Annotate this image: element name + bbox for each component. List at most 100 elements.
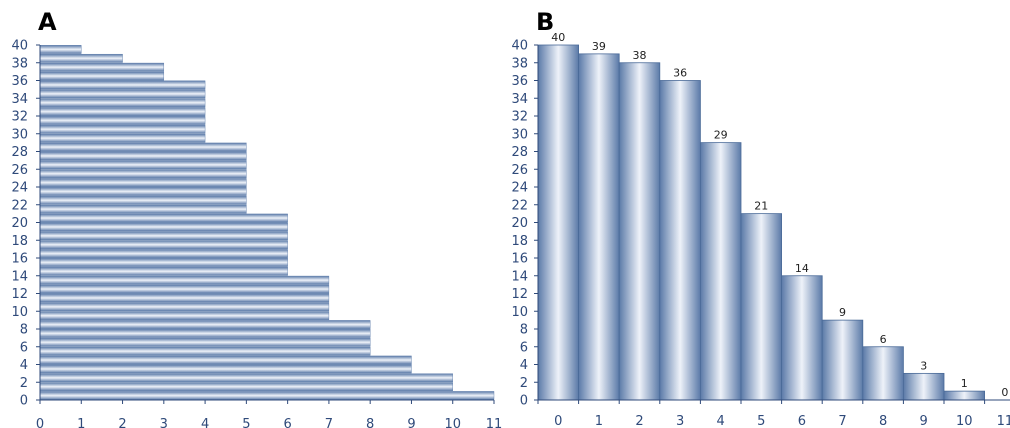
chart-a-y-tick-label: 22 (11, 198, 28, 213)
chart-b-bar (781, 275, 823, 401)
chart-a-y-tick-label: 38 (11, 56, 28, 71)
chart-a-bar (39, 195, 247, 205)
chart-a-y-tick-label: 24 (11, 181, 28, 196)
chart-b-data-label: 36 (673, 67, 687, 80)
chart-a-bar (39, 355, 412, 365)
chart-a-x-tick-label: 9 (407, 417, 415, 428)
chart-b-data-label: 39 (592, 40, 606, 53)
chart-a-bars (39, 45, 495, 400)
chart-b-y-tick-label: 12 (511, 287, 528, 302)
chart-a-bar (39, 80, 206, 90)
chart-b-x-tick-label: 4 (717, 414, 725, 428)
chart-b-x-tick-label: 10 (956, 414, 973, 428)
chart-b-x-tick-label: 8 (879, 414, 887, 428)
chart-a-bar (39, 169, 247, 179)
chart-a-y-tick-label: 6 (20, 340, 28, 355)
chart-a-bar (39, 373, 453, 383)
chart-a-bar (39, 346, 371, 356)
chart-b-bar (943, 390, 985, 401)
chart-a-bar (39, 231, 288, 241)
chart-a-bar (39, 178, 247, 187)
chart-a-bar (39, 160, 247, 170)
chart-a-bar (39, 213, 288, 223)
chart-b-y-tick-label: 36 (511, 74, 528, 89)
chart-a-bar (39, 71, 165, 81)
chart-b-bar (578, 53, 620, 401)
chart-a-bar (39, 293, 330, 303)
chart-a-y-tick-label: 12 (11, 287, 28, 302)
chart-b-y-tick-label: 8 (520, 323, 528, 338)
chart-a-bar (39, 116, 206, 125)
chart-b-bars (537, 44, 985, 401)
chart-a-bar (39, 133, 206, 143)
chart-b-bar (659, 80, 701, 401)
chart-a-bar (39, 391, 495, 400)
chart-a-y-tick-label: 10 (11, 305, 28, 320)
chart-b-y-tick-label: 10 (511, 305, 528, 320)
chart-a-y-tick-label: 30 (11, 127, 28, 142)
chart-a-y-tick-label: 4 (20, 358, 28, 373)
chart-b-bar (862, 346, 904, 401)
chart-b-data-label: 9 (839, 306, 846, 319)
chart-b-y-tick-label: 28 (511, 145, 528, 160)
chart-b-y-tick-label: 38 (511, 56, 528, 71)
chart-b-bar (821, 319, 864, 401)
panel-a-letter: A (38, 8, 57, 36)
chart-a-bar (39, 382, 453, 392)
chart-a-x-tick-label: 2 (118, 417, 126, 428)
chart-a-x-tick-label: 5 (242, 417, 250, 428)
chart-a-y-tick-label: 18 (11, 234, 28, 249)
chart-b-bar (740, 213, 782, 401)
chart-b-y-tick-label: 4 (520, 358, 528, 373)
chart-a-x-tick-label: 6 (283, 417, 291, 428)
chart-b-x-tick-label: 1 (595, 414, 603, 428)
chart-a-y-tick-label: 28 (11, 145, 28, 160)
chart-a-bar (39, 329, 371, 338)
chart-a-bar (39, 311, 330, 321)
chart-a-x-tick-label: 0 (36, 417, 44, 428)
chart-b-x-ticks: 0 1 2 3 4 5 6 7 8 9 10 11 (537, 400, 1010, 428)
chart-b-y-tick-label: 26 (511, 163, 528, 178)
chart-a-x-tick-label: 8 (366, 417, 374, 428)
chart-b-data-label: 40 (551, 31, 565, 44)
chart-a-bar (39, 53, 123, 63)
chart-a-y-tick-label: 2 (20, 376, 28, 391)
chart-a-bar (39, 240, 288, 250)
chart-b-data-label: 3 (920, 359, 927, 372)
chart-b-x-tick-label: 3 (676, 414, 684, 428)
chart-b-y-tick-label: 40 (511, 39, 528, 54)
chart-b-x-tick-label: 0 (554, 414, 562, 428)
panel-b-letter: B (536, 8, 554, 36)
chart-b-data-label: 0 (1001, 386, 1008, 399)
chart-a-x-tick-label: 3 (160, 417, 168, 428)
chart-b-data-label: 29 (714, 129, 728, 142)
chart-a-x-tick-label: 11 (486, 417, 503, 428)
chart-a-bar (39, 151, 247, 161)
chart-b-y-tick-label: 34 (511, 92, 528, 107)
chart-b-x-tick-label: 2 (635, 414, 643, 428)
chart-b-bar (537, 44, 579, 401)
chart-b-y-tick-label: 14 (511, 269, 528, 284)
chart-a-x-tick-label: 10 (444, 417, 461, 428)
chart-a-bar (39, 62, 165, 72)
chart-b-x-tick-label: 9 (920, 414, 928, 428)
chart-b-data-label: 6 (880, 333, 887, 346)
chart-b-x-tick-label: 11 (997, 414, 1010, 428)
chart-a-bar (39, 364, 412, 374)
chart-a-y-tick-label: 36 (11, 74, 28, 89)
chart-a-bar (39, 204, 247, 214)
chart-b-bar (903, 372, 945, 401)
chart-a-y-tick-label: 8 (20, 323, 28, 338)
chart-a-bar (39, 266, 288, 276)
chart-b-y-tick-label: 30 (511, 127, 528, 142)
chart-b-y-tick-label: 22 (511, 198, 528, 213)
chart-a-y-tick-label: 26 (11, 163, 28, 178)
chart-a-y-tick-label: 0 (20, 394, 28, 409)
chart-b-x-tick-label: 6 (798, 414, 806, 428)
chart-b-y-tick-label: 6 (520, 340, 528, 355)
chart-b-x-tick-label: 7 (838, 414, 846, 428)
chart-a-bar (39, 142, 247, 152)
